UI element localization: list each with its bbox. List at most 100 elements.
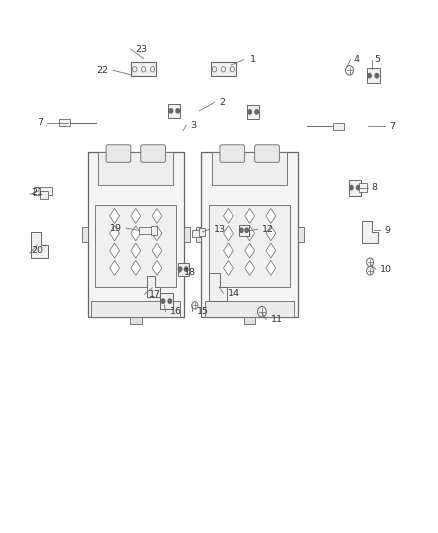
FancyBboxPatch shape [254, 145, 279, 162]
Bar [359, 183, 367, 192]
Bar [82, 227, 88, 242]
Circle shape [255, 110, 258, 114]
Polygon shape [131, 226, 141, 241]
Circle shape [168, 299, 172, 303]
Polygon shape [131, 208, 141, 223]
Circle shape [368, 74, 371, 78]
Bar [131, 62, 156, 76]
Bar [247, 106, 259, 118]
Bar [168, 104, 180, 117]
Polygon shape [266, 243, 276, 258]
Bar [184, 227, 190, 242]
Text: 18: 18 [184, 269, 196, 277]
Bar [95, 205, 176, 287]
Bar [298, 227, 304, 242]
Polygon shape [152, 226, 162, 241]
Polygon shape [209, 273, 227, 301]
Bar [239, 225, 249, 236]
Bar [130, 317, 141, 324]
Polygon shape [31, 232, 48, 258]
Bar [59, 119, 70, 126]
Polygon shape [223, 243, 233, 258]
Circle shape [169, 109, 173, 113]
Text: 3: 3 [191, 121, 197, 130]
Circle shape [357, 185, 360, 190]
Circle shape [248, 110, 251, 114]
Text: 10: 10 [380, 265, 392, 273]
Polygon shape [152, 208, 162, 223]
Circle shape [245, 228, 248, 232]
Circle shape [161, 299, 165, 303]
Bar [177, 263, 188, 276]
Bar [349, 180, 361, 196]
Polygon shape [152, 243, 162, 258]
Bar [192, 230, 200, 237]
Text: 12: 12 [262, 225, 274, 233]
Text: 17: 17 [149, 290, 161, 298]
Polygon shape [245, 261, 254, 276]
Polygon shape [245, 243, 254, 258]
Text: 7: 7 [389, 122, 395, 131]
Polygon shape [131, 243, 141, 258]
Bar [201, 152, 298, 317]
Polygon shape [266, 226, 276, 241]
FancyBboxPatch shape [141, 145, 166, 162]
Text: 15: 15 [197, 308, 209, 316]
Bar [160, 293, 173, 309]
Text: 8: 8 [371, 183, 378, 192]
Text: 9: 9 [385, 226, 391, 235]
Bar [92, 301, 180, 317]
Text: 7: 7 [37, 118, 43, 127]
Text: 1: 1 [250, 55, 256, 64]
Text: 2: 2 [219, 98, 225, 107]
Circle shape [240, 228, 243, 232]
Bar [98, 152, 173, 185]
Polygon shape [110, 261, 120, 276]
Polygon shape [266, 261, 276, 276]
Text: 5: 5 [374, 55, 381, 64]
Circle shape [178, 267, 182, 271]
Bar [34, 187, 52, 195]
Text: 13: 13 [214, 225, 226, 233]
Polygon shape [245, 208, 254, 223]
Bar [367, 68, 380, 83]
Circle shape [375, 74, 378, 78]
Text: 4: 4 [354, 55, 360, 64]
Polygon shape [245, 226, 254, 241]
Text: 23: 23 [135, 45, 147, 53]
Bar [199, 228, 205, 236]
Text: 16: 16 [170, 308, 182, 316]
Text: 22: 22 [97, 66, 109, 75]
Polygon shape [131, 261, 141, 276]
Bar [209, 205, 290, 287]
Polygon shape [110, 243, 120, 258]
Text: 20: 20 [32, 246, 43, 255]
Bar [212, 152, 287, 185]
Bar [40, 191, 48, 199]
Circle shape [350, 185, 353, 190]
Text: 19: 19 [110, 224, 122, 232]
Circle shape [176, 109, 180, 113]
Polygon shape [152, 261, 162, 276]
Polygon shape [266, 208, 276, 223]
Bar [205, 301, 294, 317]
Polygon shape [147, 276, 160, 297]
Circle shape [184, 267, 188, 271]
Bar [151, 226, 157, 235]
FancyBboxPatch shape [106, 145, 131, 162]
Text: 21: 21 [32, 189, 43, 197]
Polygon shape [223, 226, 233, 241]
Text: 14: 14 [228, 289, 240, 297]
Bar [88, 152, 184, 317]
Bar [244, 317, 255, 324]
Polygon shape [223, 208, 233, 223]
FancyBboxPatch shape [220, 145, 245, 162]
Text: 11: 11 [271, 316, 283, 324]
Bar [139, 227, 152, 233]
Polygon shape [223, 261, 233, 276]
Polygon shape [110, 208, 120, 223]
Bar [211, 62, 236, 76]
Polygon shape [110, 226, 120, 241]
Polygon shape [362, 221, 378, 243]
Bar [196, 227, 201, 242]
